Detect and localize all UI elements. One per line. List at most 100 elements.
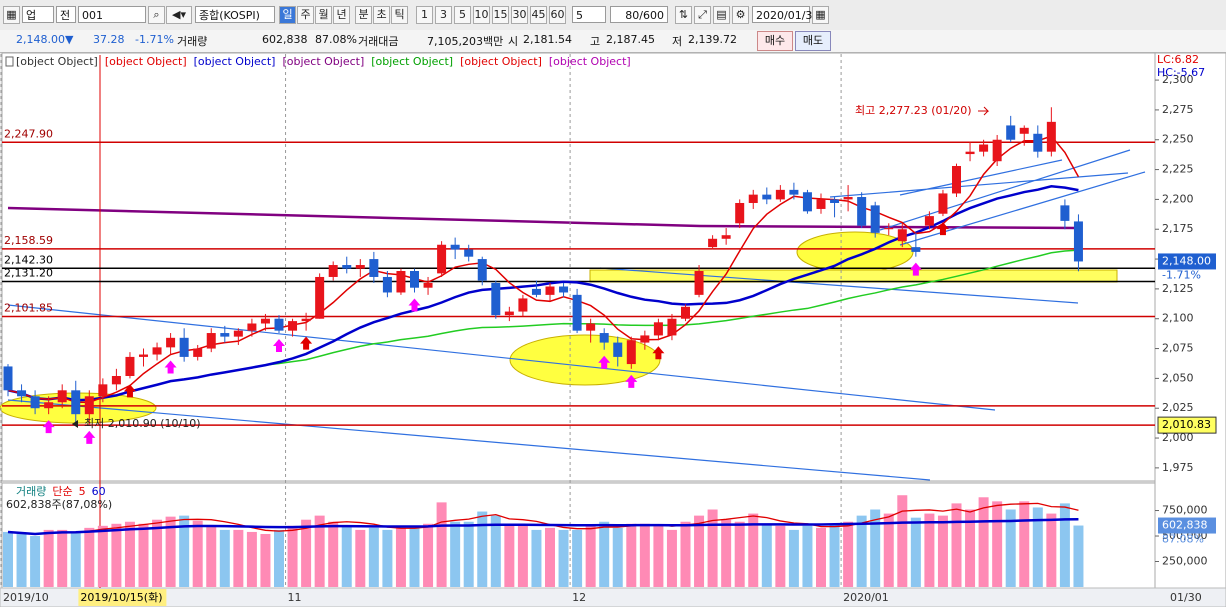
candle-body (1073, 221, 1083, 262)
candle-body (559, 286, 569, 293)
candle-body (979, 144, 989, 152)
calendar-icon[interactable]: ▦ (812, 6, 829, 24)
volume-bar (192, 520, 203, 587)
icon[interactable]: ▦ (3, 6, 20, 24)
label: 고 (590, 35, 601, 48)
y-tick-label: 2,100 (1162, 312, 1194, 325)
period-button[interactable]: 45 (530, 6, 547, 24)
period-button[interactable]: 10 (473, 6, 490, 24)
volume-bar (761, 523, 772, 587)
candle-body (965, 151, 975, 155)
signal-arrow (625, 374, 638, 388)
volume-bar (395, 527, 406, 587)
unit-select[interactable]: 5 (572, 6, 606, 23)
period-button[interactable]: 주 (297, 6, 314, 24)
count-input[interactable]: 80/600 (610, 6, 668, 23)
mode-select[interactable]: 전 (56, 6, 76, 23)
period-button[interactable]: 월 (315, 6, 332, 24)
buy-button[interactable]: 매수 (757, 31, 793, 51)
period-button[interactable]: 30 (511, 6, 528, 24)
low-box (1157, 416, 1217, 434)
quote-row: 2,148.00▼ 37.28 -1.71% 거래량 602,838 87.08… (0, 30, 1226, 53)
label: 거래량 (177, 35, 208, 48)
y-tick-label: 2,000 (1162, 431, 1194, 444)
signal-arrow (300, 336, 313, 350)
right-axis (1154, 52, 1226, 589)
volume-bar (788, 529, 799, 587)
candle-body (911, 247, 921, 252)
period-button[interactable]: 5 (454, 6, 471, 24)
tool-icon[interactable]: ⇅ (675, 6, 692, 24)
volume-bar (328, 521, 339, 587)
candle-body (708, 238, 718, 248)
volume-legend: 단순 (52, 485, 72, 498)
period-button[interactable]: 1 (416, 6, 433, 24)
cursor-date-box (78, 589, 167, 606)
market-select[interactable]: 업 (22, 6, 54, 23)
volume-bar (707, 509, 718, 587)
trend-line (7, 206, 1079, 230)
candle-body (870, 205, 880, 233)
volume-bar (531, 529, 542, 587)
tool-icon[interactable]: ⚙ (732, 6, 749, 24)
low-note: 최저 2,010.90 (10/10) (84, 417, 201, 430)
volume-bar (558, 529, 569, 587)
candle-body (843, 197, 853, 200)
volume-bar (734, 521, 745, 587)
candle-body (748, 194, 758, 203)
legend-entry: [object Object] (282, 55, 364, 68)
period-button[interactable]: 일 (279, 6, 296, 24)
period-button[interactable]: 틱 (391, 6, 408, 24)
period-button[interactable]: 3 (435, 6, 452, 24)
volume-bar (978, 497, 989, 587)
volume-bar (409, 525, 420, 587)
volume-bar (43, 529, 54, 587)
candle-body (789, 189, 799, 195)
period-button[interactable]: 초 (373, 6, 390, 24)
candle-body (681, 306, 690, 319)
signal-arrow (42, 420, 55, 434)
high-note: 최고 2,277.23 (01/20) (855, 104, 972, 117)
tool-icon[interactable]: ▤ (713, 6, 730, 24)
volume-bar (870, 509, 881, 587)
volume-bar (883, 513, 894, 587)
date-input[interactable]: 2020/01/30 (752, 6, 819, 23)
period-button[interactable]: 분 (355, 6, 372, 24)
volume-rate: 87.08% (1162, 533, 1204, 546)
volume-bar (97, 525, 108, 587)
x-tick-label: 2019/10 (3, 591, 49, 604)
candle-body (17, 390, 27, 397)
volume-bar (910, 517, 921, 587)
candle-body (924, 216, 934, 226)
period-button[interactable]: 60 (549, 6, 566, 24)
toolbar: ▦ 업 전 001 ⌕ ◀▾ 종합(KOSPI) 일 주 월 년 분 초 틱 1 3 5 10 15 3… (0, 0, 1226, 31)
volume-bar (3, 531, 13, 587)
layout-shapes (0, 55, 1146, 588)
volume-bar (450, 521, 461, 587)
sound-button[interactable]: ◀▾ (166, 6, 192, 24)
candle-body (342, 265, 352, 269)
volume-note: 602,838주(87,08%) (6, 498, 112, 511)
candle-body (288, 321, 298, 331)
code-input[interactable]: 001 (78, 6, 146, 23)
candle-body (369, 259, 379, 277)
label: 시 (508, 35, 519, 48)
volume-bar (775, 525, 786, 587)
volume-bar (653, 525, 664, 587)
high: 2,187.45 (606, 33, 655, 46)
search-button[interactable]: ⌕ (148, 6, 165, 24)
candle-body (613, 342, 623, 357)
volume-bar (1032, 507, 1043, 587)
tool-icon[interactable]: ⤢ (694, 6, 711, 24)
period-button[interactable]: 년 (333, 6, 350, 24)
highlight (796, 231, 914, 273)
candle-body (382, 276, 392, 293)
candle-body (71, 390, 81, 415)
volume-bar (545, 527, 555, 587)
x-tick-label: 11 (288, 591, 302, 604)
period-button[interactable]: 15 (492, 6, 509, 24)
candle-body (897, 229, 907, 242)
sell-button[interactable]: 매도 (795, 31, 831, 51)
